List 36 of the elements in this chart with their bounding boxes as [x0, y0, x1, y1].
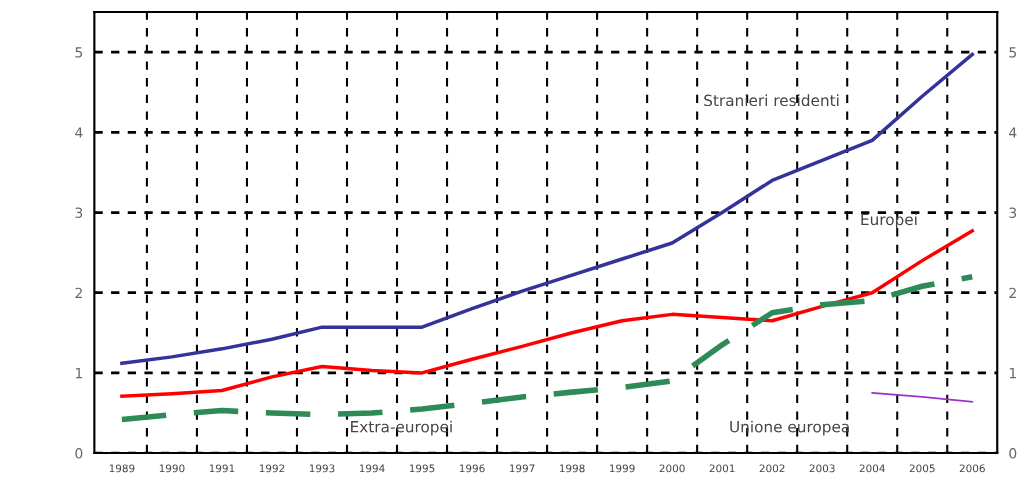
- y-tick-label: 0: [75, 448, 83, 459]
- line-series: [120, 229, 974, 398]
- text: Europei: [861, 213, 917, 229]
- x-tick-label: 2005: [909, 464, 935, 473]
- x-tick-label: 1995: [409, 464, 435, 473]
- x-tick-label: 2004: [859, 464, 885, 473]
- x-tick-label: 1999: [610, 464, 635, 473]
- x-tick-label: 1994: [359, 464, 385, 473]
- y-tick-label: 2: [75, 287, 82, 298]
- y2-tick-label: 2: [1009, 287, 1016, 298]
- x-tick-label: 2006: [959, 464, 985, 473]
- x-tick-label: 1996: [459, 464, 485, 473]
- y-tick-label: 3: [75, 207, 83, 218]
- y-tick-label: 1: [75, 368, 82, 379]
- x-tick-label: 1998: [559, 464, 585, 473]
- y2-tick-label: 4: [1009, 127, 1017, 138]
- x-tick-label: 1993: [309, 464, 335, 473]
- text: Unione europea: [730, 420, 849, 436]
- text: Stranieri residenti: [704, 94, 839, 107]
- y2-tick-label: 5: [1009, 47, 1017, 58]
- x-tick-label: 2003: [809, 464, 835, 473]
- x-tick-label: 1989: [109, 464, 135, 473]
- y2-tick-label: 3: [1009, 207, 1017, 218]
- x-tick-label: 2001: [709, 464, 735, 473]
- y-tick-label: 5: [75, 47, 83, 58]
- y-tick-label: 4: [75, 127, 83, 138]
- x-tick-label: 2002: [759, 464, 785, 473]
- y2-tick-label: 0: [1009, 448, 1017, 459]
- x-tick-label: 1992: [259, 464, 285, 473]
- x-tick-label: 1990: [159, 464, 185, 473]
- y2-tick-label: 1: [1009, 368, 1016, 379]
- line-series: [120, 52, 974, 366]
- x-tick-label: 2000: [659, 464, 685, 473]
- x-tick-label: 1997: [509, 464, 535, 473]
- x-tick-label: 1991: [209, 464, 235, 473]
- series-label: Extra-europei: [351, 420, 452, 436]
